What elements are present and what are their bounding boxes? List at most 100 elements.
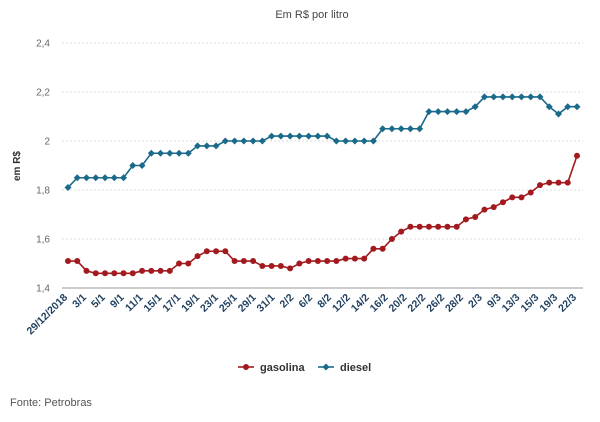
diesel-point (527, 93, 535, 101)
gasolina-point (388, 236, 395, 242)
y-tick-label: 1,8 (36, 186, 50, 197)
gasolina-point (509, 194, 516, 201)
diesel-point (184, 149, 192, 157)
legend-gasolina-marker (243, 364, 249, 370)
diesel-point (564, 103, 572, 111)
diesel-point (443, 108, 451, 116)
gasolina-point (342, 255, 349, 262)
gasolina-point (259, 262, 266, 269)
diesel-point (166, 149, 174, 157)
x-tick-label: 6/2 (296, 292, 315, 311)
x-tick-label: 15/1 (141, 292, 164, 315)
diesel-point (517, 93, 525, 101)
legend-gasolina-label: gasolina (260, 362, 306, 374)
gasolina-point (268, 262, 275, 269)
diesel-line (67, 96, 577, 189)
diesel-point (157, 149, 165, 157)
gasolina-point (324, 258, 331, 265)
gasolina-point (194, 253, 201, 260)
gasolina-point (185, 260, 192, 267)
gasolina-point (555, 179, 562, 186)
gasolina-point (574, 152, 580, 159)
gasolina-point (166, 267, 173, 274)
gasolina-point (148, 267, 155, 274)
diesel-point (101, 174, 109, 182)
series-layer (64, 93, 581, 277)
diesel-point (434, 108, 442, 116)
gasolina-point (305, 258, 312, 265)
x-tick-label: 29/1 (236, 292, 259, 315)
gasolina-point (435, 223, 442, 230)
x-tick-label: 20/2 (387, 292, 410, 315)
legend-diesel-marker (322, 363, 330, 371)
diesel-point (388, 125, 396, 133)
diesel-point (508, 93, 516, 101)
gasolina-point (527, 189, 534, 196)
diesel-point (499, 93, 507, 101)
x-tick-label: 17/1 (160, 292, 183, 315)
gasolina-point (361, 255, 368, 262)
gasolina-point (287, 265, 294, 272)
diesel-point (342, 137, 350, 145)
gasolina-point (379, 245, 386, 252)
x-tick-label: 15/3 (518, 292, 541, 315)
diesel-point (268, 132, 276, 140)
diesel-point (462, 108, 470, 116)
gasolina-point (74, 258, 81, 265)
gasolina-point (444, 223, 451, 230)
y-tick-label: 2,2 (36, 88, 50, 99)
diesel-point (573, 103, 581, 111)
gasolina-point (314, 258, 321, 265)
x-tick-label: 31/1 (255, 292, 278, 315)
diesel-point (369, 137, 377, 145)
y-axis-ticks: 1,4 1,6 1,8 2 2,2 2,4 (36, 39, 50, 295)
x-tick-label: 19/1 (179, 292, 202, 315)
gasolina-point (157, 267, 164, 274)
diesel-point (323, 132, 331, 140)
diesel-point (471, 103, 479, 111)
gasolina-line (68, 155, 578, 275)
x-tick-label: 28/2 (443, 292, 466, 315)
diesel-point (545, 103, 553, 111)
gasolina-point (351, 255, 358, 262)
x-tick-label: 3/1 (70, 292, 89, 311)
gasolina-point (564, 179, 571, 186)
diesel-point (203, 142, 211, 150)
gasolina-point (129, 270, 136, 277)
diesel-point (425, 108, 433, 116)
diesel-point (351, 137, 359, 145)
diesel-point (295, 132, 303, 140)
x-tick-label: 19/3 (537, 292, 560, 315)
gasolina-point (203, 248, 210, 255)
gasolina-point (416, 223, 423, 230)
gasolina-point (499, 199, 506, 206)
x-tick-label: 22/2 (405, 292, 428, 315)
diesel-point (194, 142, 202, 150)
diesel-point (83, 174, 91, 182)
x-tick-label: 26/2 (424, 292, 447, 315)
x-tick-label: 11/1 (123, 292, 146, 315)
diesel-point (73, 174, 81, 182)
x-tick-label: 16/2 (368, 292, 391, 315)
x-tick-label: 29/12/2018 (24, 292, 70, 338)
gasolina-point (370, 245, 377, 252)
legend-diesel-label: diesel (340, 362, 371, 374)
diesel-point (240, 137, 248, 145)
diesel-point (416, 125, 424, 133)
gasolina-point (277, 262, 284, 269)
x-tick-label: 25/1 (217, 292, 240, 315)
y-tick-label: 2,4 (36, 39, 50, 50)
diesel-point (231, 137, 239, 145)
diesel-point (453, 108, 461, 116)
gasolina-point (333, 258, 340, 265)
diesel-point (314, 132, 322, 140)
y-axis-label: em R$ (12, 151, 23, 181)
gasolina-point (120, 270, 127, 277)
gasolina-point (83, 267, 90, 274)
diesel-point (554, 110, 562, 118)
diesel-point (397, 125, 405, 133)
diesel-point (406, 125, 414, 133)
gasolina-point (425, 223, 432, 230)
gasolina-point (472, 213, 479, 220)
